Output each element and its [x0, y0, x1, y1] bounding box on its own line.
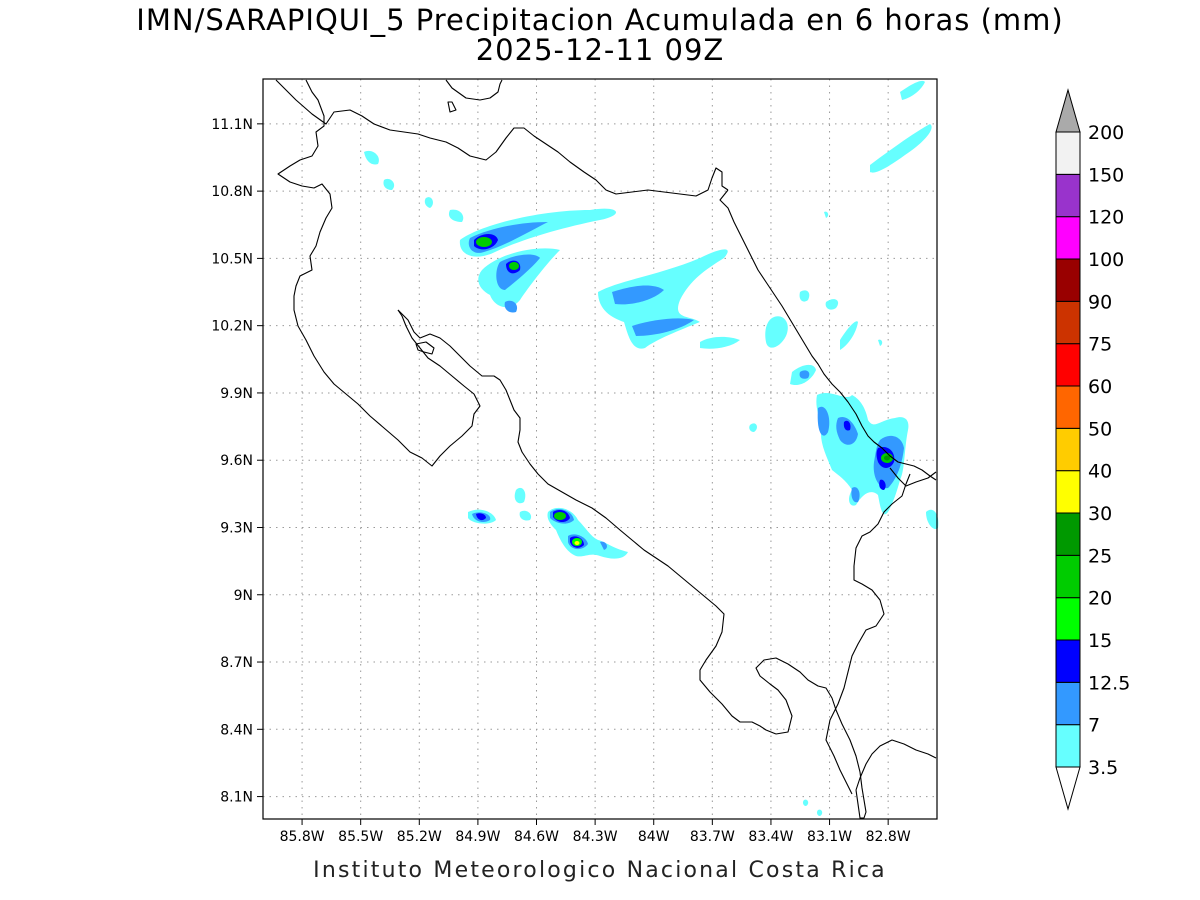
legend-color-swatch	[1055, 300, 1081, 345]
legend-color-swatch	[1055, 427, 1081, 472]
lat-tick-label: 9.6N	[220, 453, 253, 469]
lon-tick-label: 85.5W	[338, 829, 383, 845]
legend-color-swatch	[1055, 681, 1081, 726]
lon-tick-label: 84W	[638, 829, 670, 845]
legend-color-swatch	[1055, 470, 1081, 514]
legend-level-label: 75	[1088, 334, 1112, 356]
legend-level-label: 7	[1088, 715, 1100, 737]
map-valid-time: 2025-12-11 09Z	[475, 33, 725, 67]
legend-level-label: 40	[1088, 461, 1112, 483]
legend-level-label: 3.5	[1088, 757, 1118, 779]
legend-level-label: 50	[1088, 418, 1112, 440]
lon-tick-label: 85.8W	[280, 829, 325, 845]
legend-level-label: 25	[1088, 545, 1112, 567]
lon-tick-label: 83.4W	[748, 829, 793, 845]
lon-tick-label: 84.6W	[514, 829, 559, 845]
legend-color-swatch	[1055, 512, 1081, 556]
legend-level-label: 60	[1088, 376, 1112, 398]
lon-tick-label: 84.3W	[573, 829, 618, 845]
legend-color-swatch	[1055, 724, 1081, 768]
color-legend: 3.5 7 12.5 15 20 25 30 40 50 60 75 90 100 120 150 200	[1055, 88, 1130, 811]
legend-level-label: 90	[1088, 291, 1112, 313]
lat-tick-label: 8.4N	[220, 722, 253, 738]
legend-color-swatch	[1055, 385, 1081, 429]
legend-level-label: 20	[1088, 588, 1112, 610]
lat-tick-label: 10.8N	[211, 184, 253, 200]
map-frame	[262, 78, 938, 820]
lon-tick-label: 83.1W	[807, 829, 852, 845]
map-axes: 85.8W 85.5W 85.2W 84.9W 84.6W 84.3W 84W 83.7W 83…	[211, 117, 910, 845]
legend-color-swatch	[1055, 597, 1081, 641]
legend-color-swatch	[1055, 173, 1081, 218]
legend-color-swatch	[1055, 258, 1081, 302]
lat-tick-label: 11.1N	[211, 117, 253, 133]
legend-level-label: 15	[1088, 630, 1112, 652]
lat-tick-label: 9N	[234, 588, 253, 604]
legend-level-label: 150	[1088, 164, 1124, 186]
lat-tick-label: 8.7N	[220, 655, 253, 671]
lon-tick-label: 82.8W	[866, 829, 911, 845]
legend-color-swatch	[1055, 216, 1081, 260]
precipitation-field	[364, 80, 939, 816]
legend-color-swatch	[1055, 131, 1081, 175]
lon-tick-label: 84.9W	[455, 829, 500, 845]
legend-level-label: 120	[1088, 207, 1124, 229]
legend-level-label: 100	[1088, 249, 1124, 271]
lat-tick-label: 9.3N	[220, 520, 253, 536]
lat-tick-label: 10.5N	[211, 251, 253, 267]
lon-tick-label: 83.7W	[690, 829, 735, 845]
lat-tick-label: 10.2N	[211, 319, 253, 335]
map-title: IMN/SARAPIQUI_5 Precipitacion Acumulada …	[136, 3, 1064, 37]
legend-above-max-arrow	[1055, 88, 1081, 133]
lat-tick-label: 8.1N	[220, 790, 253, 806]
legend-below-min-arrow	[1055, 766, 1081, 811]
legend-level-label: 12.5	[1088, 672, 1130, 694]
coastline	[275, 79, 937, 819]
legend-color-swatch	[1055, 639, 1081, 683]
credit-footer: Instituto Meteorologico Nacional Costa R…	[313, 858, 887, 883]
lat-tick-label: 9.9N	[220, 386, 253, 402]
lon-tick-label: 85.2W	[397, 829, 442, 845]
legend-color-swatch	[1055, 343, 1081, 387]
legend-level-label: 200	[1088, 122, 1124, 144]
legend-level-label: 30	[1088, 503, 1112, 525]
legend-color-swatch	[1055, 554, 1081, 599]
